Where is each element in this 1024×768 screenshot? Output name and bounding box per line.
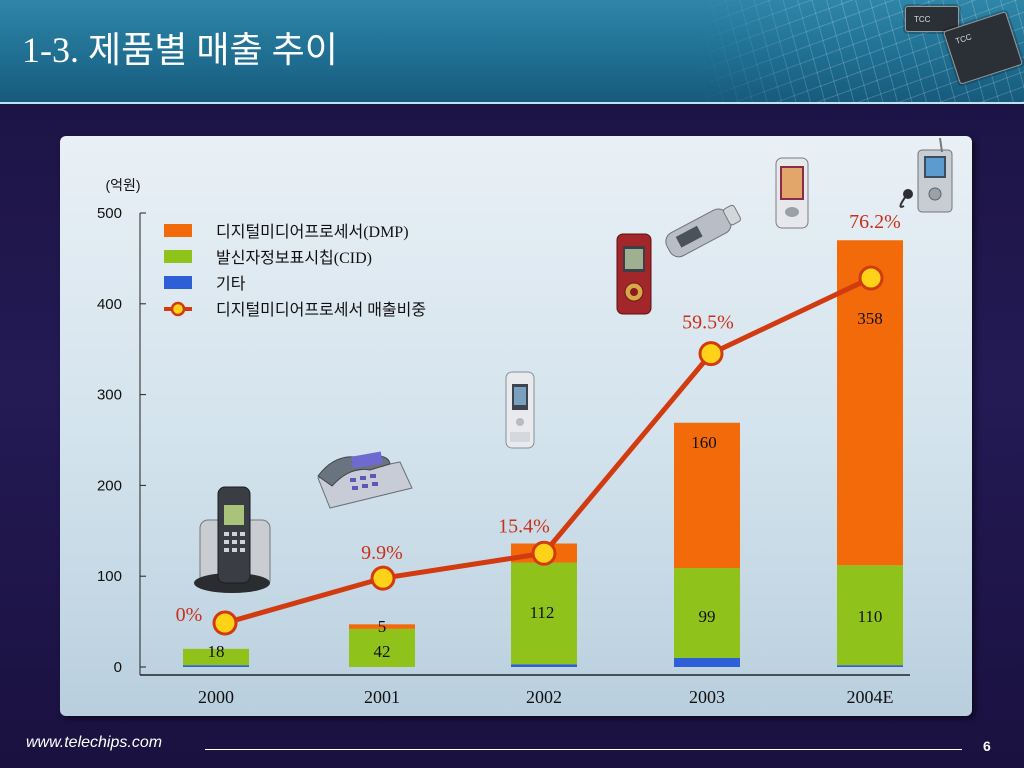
share-percent-label: 59.5%	[682, 312, 734, 334]
share-marker	[531, 540, 557, 566]
bar-segment	[674, 657, 740, 667]
dmp-value-label: 5	[378, 617, 387, 636]
y-tick-label: 0	[114, 659, 122, 676]
legend-swatch	[164, 224, 192, 237]
cid-value-label: 18	[208, 642, 225, 661]
y-unit-label: (억원)	[105, 177, 140, 193]
legend-label: 기타	[216, 275, 246, 293]
usb-mp3-player-image	[665, 204, 741, 258]
cid-value-label: 99	[699, 607, 716, 626]
share-percent-label: 9.9%	[361, 542, 403, 564]
share-marker	[858, 265, 884, 291]
share-marker	[212, 610, 238, 636]
bar-segment	[511, 664, 577, 667]
x-tick-label: 2002	[526, 687, 562, 707]
slide-title: 1-3. 제품별 매출 추이	[22, 30, 338, 70]
bar-segment	[349, 624, 415, 629]
share-percent-label: 15.4%	[498, 515, 550, 537]
cid-value-label: 42	[374, 642, 391, 661]
desk-phone-image	[317, 451, 413, 509]
bar-segment	[511, 562, 577, 665]
bar-segment	[183, 648, 249, 666]
y-tick-label: 500	[97, 205, 122, 222]
bar-segment	[349, 628, 415, 667]
y-tick-label: 100	[97, 568, 122, 585]
footer-url: www.telechips.com	[26, 734, 163, 751]
lcd-mp3-player-image	[899, 137, 953, 213]
share-marker	[370, 565, 396, 591]
share-marker	[698, 341, 724, 367]
bar-segment	[837, 240, 903, 566]
slide-header: TCC TCC 1-3. 제품별 매출 추이	[0, 0, 1024, 104]
bar-segment	[183, 665, 249, 667]
cordless-phone-image	[194, 486, 271, 593]
share-percent-label: 76.2%	[849, 211, 901, 233]
bar-segment	[674, 568, 740, 658]
chip-image: TCC	[905, 6, 959, 32]
x-tick-label: 2000	[198, 687, 234, 707]
legend-label: 발신자정보표시칩(CID)	[216, 249, 372, 267]
legend-label: 디지털미디어프로세서(DMP)	[216, 223, 409, 241]
x-tick-label: 2004E	[847, 687, 894, 707]
legend-swatch	[164, 276, 192, 289]
bar-segment	[674, 422, 740, 569]
legend-swatch	[164, 250, 192, 263]
bar-segment	[837, 665, 903, 667]
y-tick-label: 200	[97, 477, 122, 494]
share-percent-label: 0%	[176, 604, 203, 626]
cid-value-label: 112	[530, 603, 555, 622]
legend-label: 디지털미디어프로세서 매출비중	[216, 301, 426, 319]
cid-value-label: 110	[858, 607, 883, 626]
pda-phone-image	[775, 157, 809, 229]
legend-marker-swatch	[170, 301, 186, 317]
y-tick-label: 300	[97, 387, 122, 404]
y-tick-label: 400	[97, 296, 122, 313]
voice-recorder-image	[505, 371, 535, 449]
red-mp3-player-image	[616, 233, 652, 315]
page-number: 6	[983, 738, 991, 754]
dmp-value-label: 358	[857, 309, 883, 328]
footer-divider	[205, 749, 962, 750]
bar-segment	[837, 565, 903, 666]
x-tick-label: 2001	[364, 687, 400, 707]
dmp-value-label: 160	[691, 433, 717, 452]
x-tick-label: 2003	[689, 687, 725, 707]
